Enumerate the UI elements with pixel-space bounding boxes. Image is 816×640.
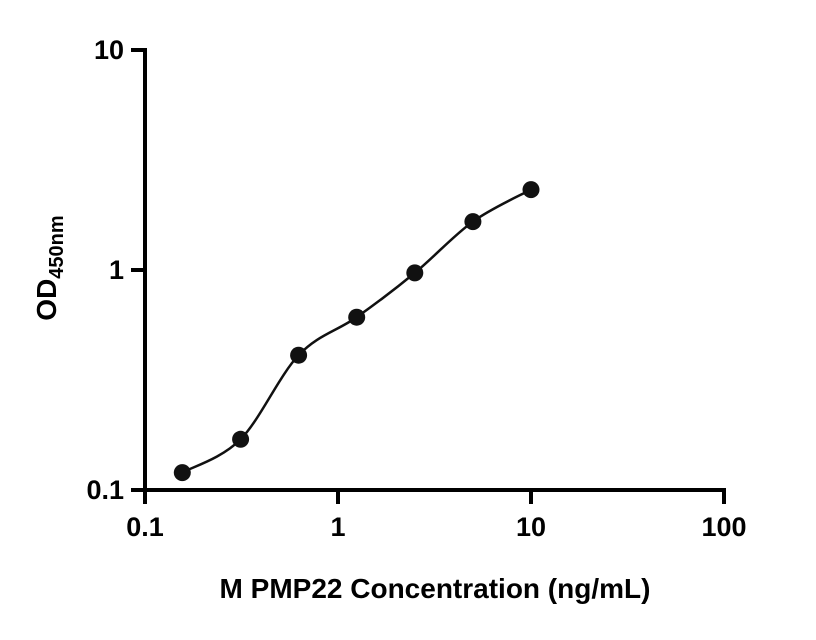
y-axis-title: OD450nm: [31, 215, 68, 320]
data-point-marker: [464, 213, 482, 231]
x-tick-label: 100: [701, 512, 746, 542]
data-points: [173, 181, 540, 482]
data-point-marker: [406, 264, 424, 282]
x-tick-label: 10: [516, 512, 546, 542]
y-tick-label: 1: [109, 255, 124, 285]
data-point-marker: [522, 181, 540, 199]
x-tick-label: 1: [330, 512, 345, 542]
y-tick-label: 0.1: [86, 475, 124, 505]
x-tick-label: 0.1: [126, 512, 164, 542]
y-tick-label: 10: [94, 35, 124, 65]
fitted-curve-line: [181, 188, 532, 474]
data-point-marker: [348, 308, 366, 326]
data-point-marker: [232, 430, 250, 448]
x-axis-title: M PMP22 Concentration (ng/mL): [220, 573, 651, 604]
data-point-marker: [173, 464, 191, 482]
data-point-marker: [290, 346, 308, 364]
